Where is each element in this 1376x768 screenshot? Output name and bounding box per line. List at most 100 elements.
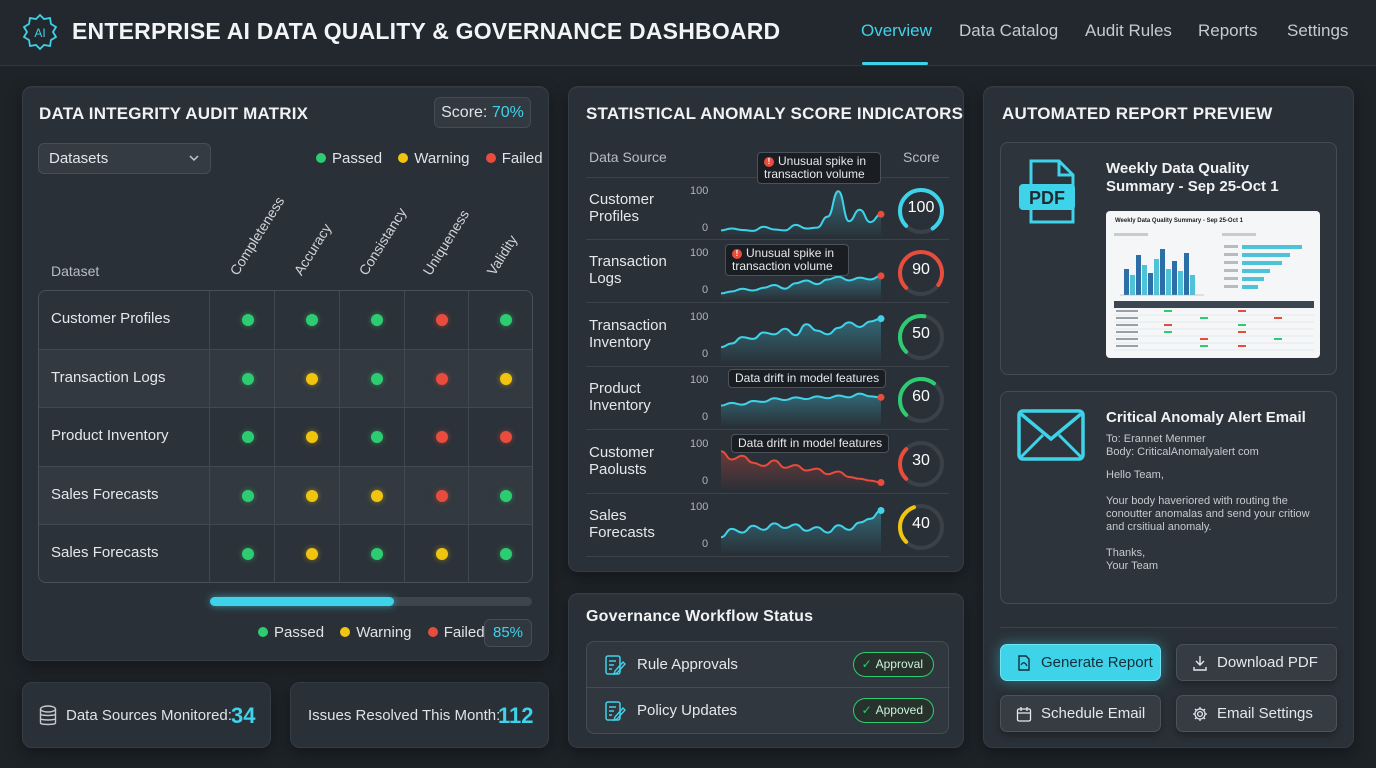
document-icon [1018, 655, 1030, 671]
nav-audit-rules[interactable]: Audit Rules [1085, 21, 1172, 40]
anomaly-row[interactable]: Sales Forecasts 100 0 40 [586, 494, 949, 557]
schedule-email-button[interactable]: Schedule Email [1000, 695, 1161, 732]
passed-status-dot [371, 372, 383, 385]
calendar-icon [1016, 707, 1032, 722]
alert-email-card[interactable] [1000, 391, 1337, 604]
report-thumbnail[interactable]: Weekly Data Quality Summary - Sep 25-Oct… [1106, 211, 1320, 358]
passed-status-dot [242, 548, 254, 561]
axis-min-label: 0 [702, 474, 709, 487]
tooltip-text: Unusual spike in transaction volume [764, 154, 867, 181]
passed-status-dot [242, 372, 254, 385]
anomaly-tooltip: ! Unusual spike in transaction volume [725, 244, 849, 277]
sparkline-line [720, 392, 882, 407]
warning-status-dot [306, 548, 318, 561]
anomaly-row[interactable]: Transaction Inventory 100 0 50 [586, 304, 949, 367]
column-divider [209, 525, 210, 582]
anomaly-sparkline [720, 507, 885, 554]
warning-icon: ! [764, 157, 774, 167]
table-row[interactable]: Transaction Logs [39, 349, 532, 409]
gauge-arc [898, 313, 944, 360]
anomaly-title: STATISTICAL ANOMALY SCORE INDICATORS [586, 104, 964, 123]
score-value: 50 [912, 324, 930, 342]
svg-text:PDF: PDF [1029, 188, 1065, 208]
axis-min-label: 0 [702, 284, 709, 297]
email-body-label: Body: CriticalAnomalyalert com [1106, 446, 1259, 458]
anomaly-row[interactable]: Customer Profiles 100 0 100! Unusual spike i… [586, 152, 949, 240]
governance-item-rule-approvals[interactable]: Rule Approvals ✓ Approval [587, 642, 950, 688]
failed-status-dot [436, 314, 448, 326]
dataset-name: Sales Forecasts [51, 544, 159, 562]
report-title: AUTOMATED REPORT PREVIEW [1002, 104, 1273, 123]
thumbnail-title: Weekly Data Quality Summary - Sep 25-Oct… [1115, 218, 1243, 224]
table-row[interactable]: Product Inventory [39, 408, 532, 467]
column-divider [404, 525, 405, 582]
tooltip-text: Data drift in model features [735, 371, 880, 386]
table-row[interactable]: Customer Profiles [39, 291, 532, 350]
matrix-legend-bottom: Passed Warning Failed [258, 624, 485, 641]
status-text: Appoved [875, 703, 923, 717]
gauge-arc [898, 188, 944, 234]
column-divider [404, 349, 405, 408]
gauge-arc [898, 504, 944, 550]
column-divider [209, 291, 210, 349]
matrix-legend-top: Passed Warning Failed [316, 150, 543, 167]
score-header: Score [903, 149, 940, 165]
passed-status-dot [242, 314, 254, 326]
generate-report-button[interactable]: Generate Report [1000, 644, 1161, 681]
score-gauge [898, 250, 944, 297]
anomaly-row[interactable]: Product Inventory 100 0 60 Data drift in mod… [586, 367, 949, 431]
anomaly-sparkline [720, 392, 885, 428]
warning-status-dot [306, 489, 318, 502]
edit-document-icon [605, 655, 626, 676]
download-pdf-button[interactable]: Download PDF [1176, 644, 1337, 681]
column-divider [274, 291, 275, 349]
anomaly-row[interactable]: Transaction Logs 100 0 90! Unusual spike in … [586, 240, 949, 304]
divider [1000, 627, 1337, 628]
email-title: Critical Anomaly Alert Email [1106, 409, 1306, 426]
legend-failed: Failed [443, 624, 485, 641]
column-divider [339, 408, 340, 466]
column-divider [404, 466, 405, 525]
anomaly-row[interactable]: Customer Paolusts 100 0 30 Data drift in mod… [586, 431, 949, 494]
column-divider [339, 466, 340, 525]
axis-min-label: 0 [702, 347, 709, 360]
nav-settings[interactable]: Settings [1287, 21, 1349, 40]
column-divider [468, 349, 469, 408]
legend-warning: Warning [356, 624, 412, 641]
passed-dot-icon [316, 153, 326, 163]
table-row[interactable]: Sales Forecasts [39, 466, 532, 526]
passed-status-dot [500, 548, 512, 561]
passed-status-dot [371, 314, 383, 326]
generate-report-label: Generate Report [1041, 654, 1153, 671]
legend-failed: Failed [501, 150, 543, 167]
warning-icon: ! [732, 249, 742, 260]
column-divider [468, 525, 469, 582]
score-gauge [898, 377, 944, 424]
email-thanks: Thanks, [1106, 547, 1146, 559]
audit-matrix-table: Customer Profiles Transaction Logs Product… [38, 290, 533, 583]
status-text: Approval [875, 657, 923, 671]
dropdown-value: Datasets [49, 150, 109, 167]
passed-status-dot [500, 489, 512, 502]
datasets-dropdown[interactable]: Datasets [38, 143, 211, 174]
issues-value: 112 [498, 703, 534, 728]
failed-status-dot [436, 489, 448, 502]
legend-warning: Warning [414, 150, 470, 167]
email-settings-button[interactable]: Email Settings [1176, 695, 1337, 732]
nav-reports[interactable]: Reports [1198, 21, 1258, 40]
nav-data-catalog[interactable]: Data Catalog [959, 21, 1059, 40]
table-row[interactable]: Sales Forecasts [39, 525, 532, 582]
data-source-name: Transaction Logs [589, 253, 667, 288]
score-value: 40 [912, 515, 930, 532]
warning-status-dot [500, 372, 512, 385]
data-source-name: Product Inventory [589, 380, 651, 415]
column-divider [339, 349, 340, 408]
governance-item-policy-updates[interactable]: Policy Updates ✓ Appoved [587, 688, 950, 734]
nav-overview[interactable]: Overview [861, 21, 932, 40]
edit-document-icon [605, 701, 626, 722]
column-divider [339, 291, 340, 349]
passed-status-dot [306, 314, 318, 326]
failed-dot-icon [427, 627, 438, 637]
gauge-arc [898, 250, 944, 297]
download-pdf-label: Download PDF [1217, 654, 1318, 671]
